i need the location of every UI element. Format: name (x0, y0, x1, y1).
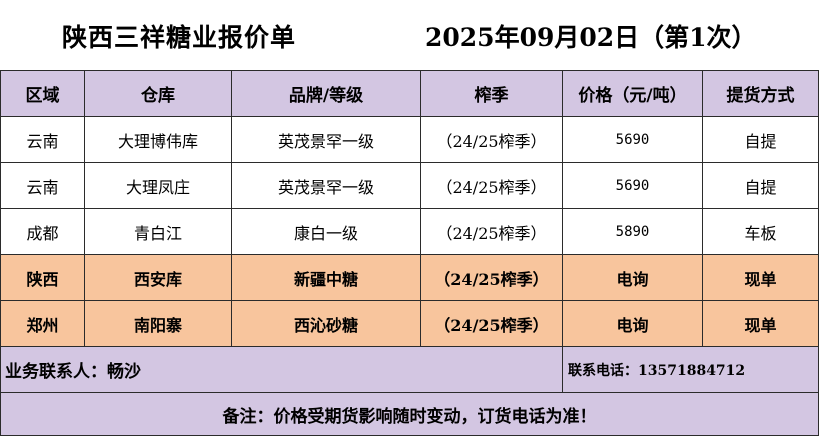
table-row: 云南 大理凤庄 英茂景罕一级 （24/25榨季） 5690 自提 (0, 162, 819, 209)
quote-date: 2025年09月02日（第1次） (425, 23, 757, 52)
cell-pickup: 自提 (702, 116, 819, 163)
table-row: 郑州 南阳寨 西沁砂糖 （24/25榨季） 电询 现单 (0, 300, 819, 347)
table-row: 成都 青白江 康白一级 （24/25榨季） 5890 车板 (0, 208, 819, 255)
cell-pickup: 车板 (702, 208, 819, 255)
cell-brand: 新疆中糖 (231, 254, 421, 301)
column-header-warehouse: 仓库 (84, 70, 232, 117)
cell-pickup: 现单 (702, 300, 819, 347)
cell-season: （24/25榨季） (420, 116, 563, 163)
cell-warehouse: 大理凤庄 (84, 162, 232, 209)
cell-region: 郑州 (0, 300, 85, 347)
cell-pickup: 现单 (702, 254, 819, 301)
cell-price: 5690 (562, 162, 703, 209)
cell-warehouse: 南阳寨 (84, 300, 232, 347)
cell-season: （24/25榨季） (420, 300, 563, 347)
cell-region: 陕西 (0, 254, 85, 301)
note-text: 备注：价格受期货影响随时变动，订货电话为准！ (0, 392, 819, 436)
cell-price: 电询 (562, 300, 703, 347)
cell-season: （24/25榨季） (420, 254, 563, 301)
column-header-season: 榨季 (420, 70, 563, 117)
cell-brand: 康白一级 (231, 208, 421, 255)
cell-pickup: 自提 (702, 162, 819, 209)
table-row: 云南 大理博伟库 英茂景罕一级 （24/25榨季） 5690 自提 (0, 116, 819, 163)
cell-region: 云南 (0, 162, 85, 209)
column-header-pickup: 提货方式 (702, 70, 819, 117)
cell-brand: 西沁砂糖 (231, 300, 421, 347)
column-header-brand: 品牌/等级 (231, 70, 421, 117)
cell-region: 成都 (0, 208, 85, 255)
cell-price: 5890 (562, 208, 703, 255)
table-row: 陕西 西安库 新疆中糖 （24/25榨季） 电询 现单 (0, 254, 819, 301)
price-table: 区域 仓库 品牌/等级 榨季 价格（元/吨） 提货方式 云南 大理博伟库 英茂景… (0, 70, 819, 436)
cell-brand: 英茂景罕一级 (231, 116, 421, 163)
cell-region: 云南 (0, 116, 85, 163)
title-row: 陕西三祥糖业报价单 2025年09月02日（第1次） (0, 0, 823, 70)
page-title: 陕西三祥糖业报价单 (62, 23, 297, 52)
cell-price: 5690 (562, 116, 703, 163)
cell-season: （24/25榨季） (420, 162, 563, 209)
contact-person: 业务联系人：畅沙 (0, 346, 563, 393)
table-header-row: 区域 仓库 品牌/等级 榨季 价格（元/吨） 提货方式 (0, 70, 819, 117)
cell-season: （24/25榨季） (420, 208, 563, 255)
note-row: 备注：价格受期货影响随时变动，订货电话为准！ (0, 392, 819, 436)
cell-warehouse: 青白江 (84, 208, 232, 255)
column-header-price: 价格（元/吨） (562, 70, 703, 117)
column-header-region: 区域 (0, 70, 85, 117)
cell-price: 电询 (562, 254, 703, 301)
cell-warehouse: 西安库 (84, 254, 232, 301)
cell-warehouse: 大理博伟库 (84, 116, 232, 163)
cell-brand: 英茂景罕一级 (231, 162, 421, 209)
contact-row: 业务联系人：畅沙 联系电话：13571884712 (0, 346, 819, 393)
contact-phone: 联系电话：13571884712 (562, 346, 819, 393)
